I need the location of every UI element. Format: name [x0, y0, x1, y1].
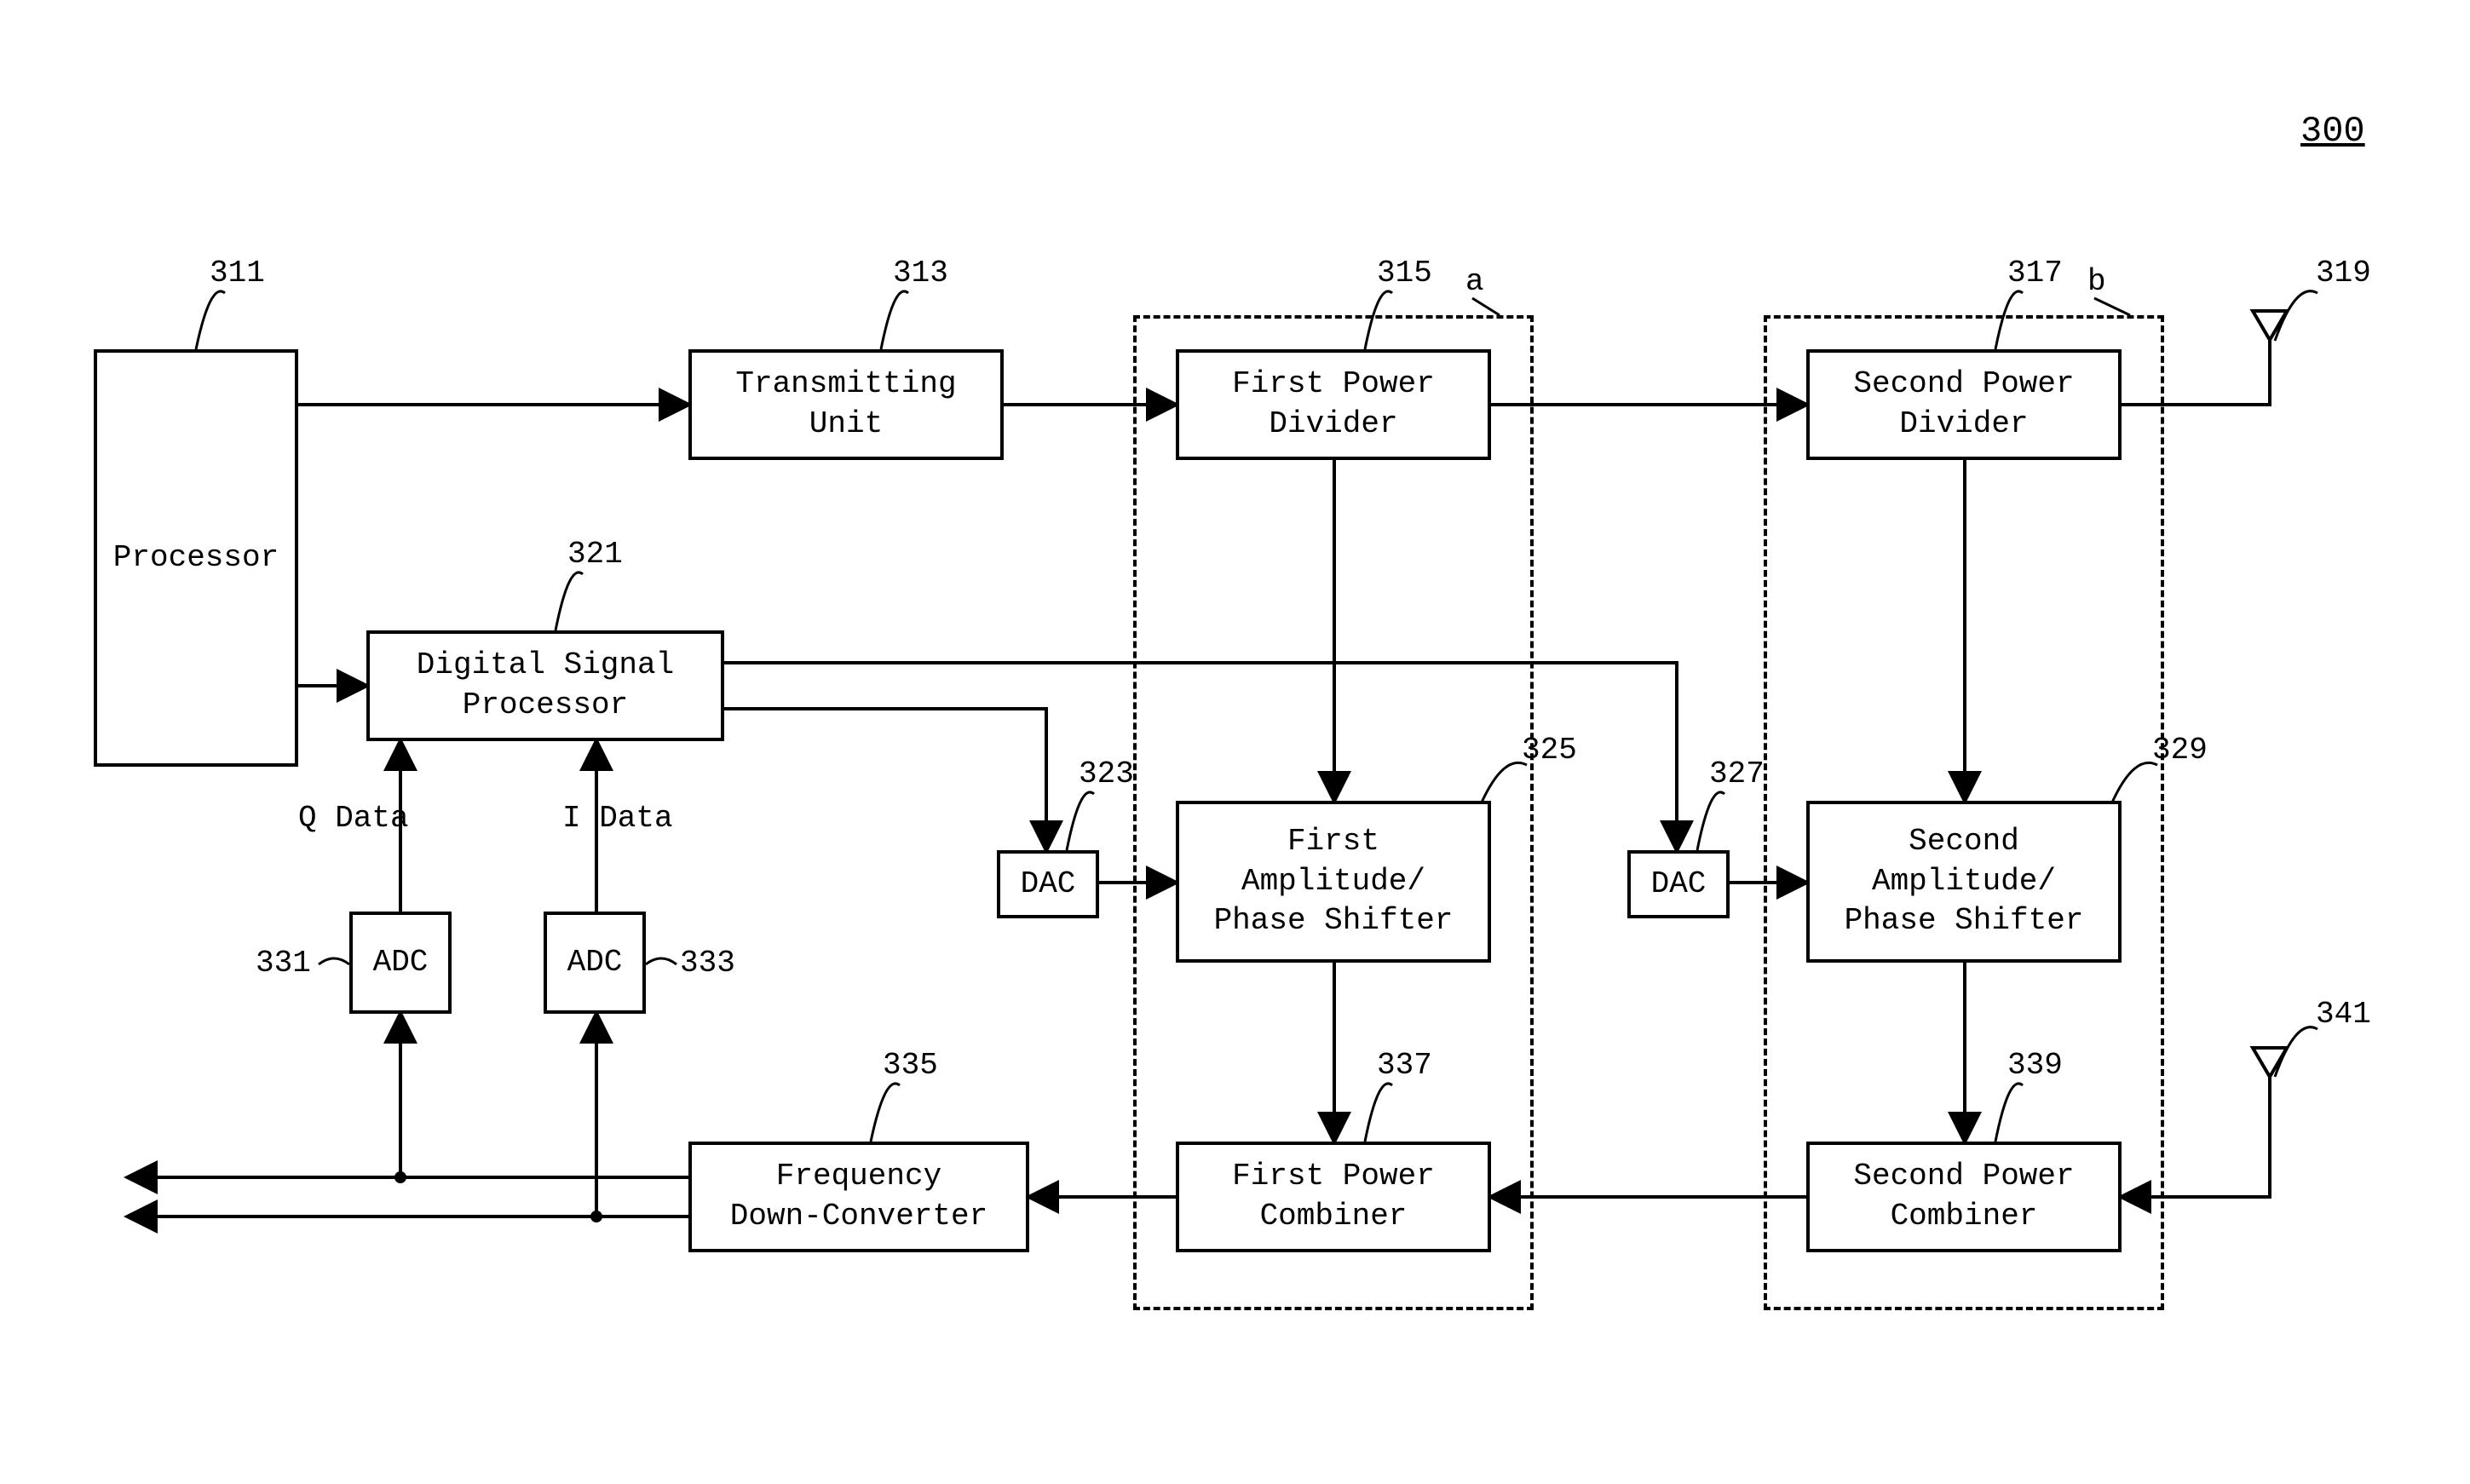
- ref-freq_down: 335: [883, 1048, 938, 1083]
- ref-second_aps: 329: [2152, 733, 2208, 768]
- label-q_data: Q Data: [298, 801, 409, 836]
- block-second_comb: Second PowerCombiner: [1806, 1142, 2122, 1252]
- block-first_comb: First PowerCombiner: [1176, 1142, 1491, 1252]
- ref-dac2: 327: [1709, 756, 1765, 791]
- block-second_aps: SecondAmplitude/Phase Shifter: [1806, 801, 2122, 963]
- label-i_data: I Data: [562, 801, 673, 836]
- block-dsp: Digital SignalProcessor: [366, 630, 724, 741]
- ref-tx_unit: 313: [893, 256, 948, 290]
- ref-adc_q: 331: [256, 946, 311, 981]
- ref-second_div: 317: [2007, 256, 2063, 290]
- block-first_aps: FirstAmplitude/Phase Shifter: [1176, 801, 1491, 963]
- ref-first_div: 315: [1377, 256, 1432, 290]
- group-label-group_a: a: [1465, 264, 1484, 299]
- ref-dac1: 323: [1079, 756, 1134, 791]
- ref-first_aps: 325: [1522, 733, 1577, 768]
- edge-dsp-dac1_path: [724, 709, 1046, 850]
- block-dac1: DAC: [997, 850, 1099, 918]
- block-freq_down: FrequencyDown-Converter: [688, 1142, 1029, 1252]
- block-first_div: First PowerDivider: [1176, 349, 1491, 460]
- ref-ant_tx: 319: [2316, 256, 2371, 290]
- ref-processor: 311: [210, 256, 265, 290]
- group-label-group_b: b: [2087, 264, 2106, 299]
- block-processor: Processor: [94, 349, 298, 767]
- block-tx_unit: TransmittingUnit: [688, 349, 1004, 460]
- block-second_div: Second PowerDivider: [1806, 349, 2122, 460]
- figure-ref: 300: [2300, 111, 2365, 152]
- ref-first_comb: 337: [1377, 1048, 1432, 1083]
- block-dac2: DAC: [1627, 850, 1730, 918]
- ref-dsp: 321: [567, 537, 623, 572]
- block-adc_q: ADC: [349, 912, 452, 1014]
- ref-ant_rx: 341: [2316, 997, 2371, 1032]
- block-adc_i: ADC: [544, 912, 646, 1014]
- ref-adc_i: 333: [680, 946, 735, 981]
- ref-second_comb: 339: [2007, 1048, 2063, 1083]
